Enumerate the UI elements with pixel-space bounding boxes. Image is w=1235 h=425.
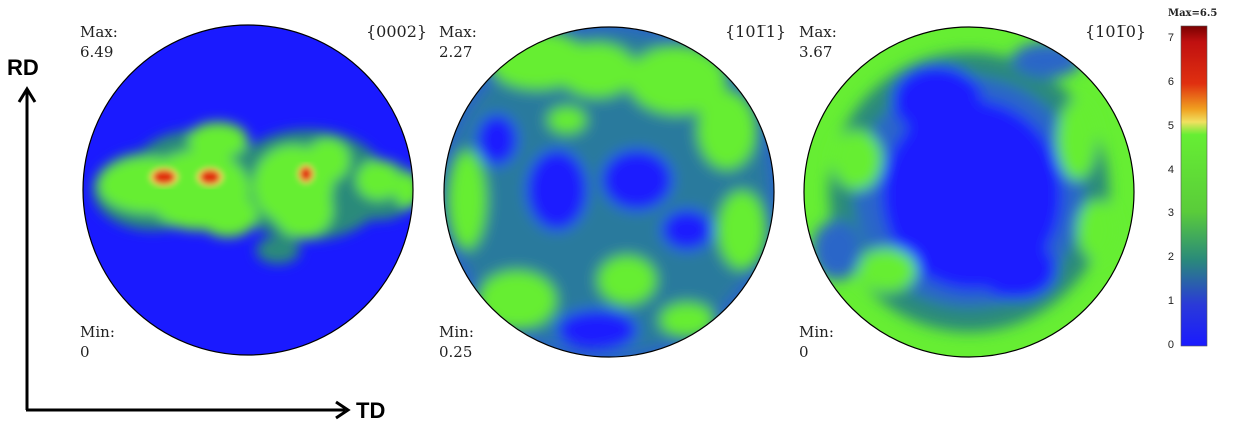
pole-figure-0002-plot bbox=[82, 24, 414, 356]
pole-figure-10-10: Max: 3.67 Min: 0 {101̅0} bbox=[797, 0, 1157, 425]
colorbar: Max=6.5 0 1 2 3 4 5 6 7 bbox=[1160, 8, 1235, 358]
colorbar-tick-label: 2 bbox=[1167, 251, 1174, 264]
pf1-plane-label: {0002} bbox=[366, 22, 428, 41]
td-arrowhead bbox=[335, 400, 351, 420]
pf3-min-value: 0 bbox=[799, 343, 809, 361]
pf1-min-value: 0 bbox=[80, 343, 90, 361]
pole-figure-10-11-plot bbox=[443, 26, 775, 358]
pf3-min-label: Min: bbox=[799, 323, 834, 341]
colorbar-gradient bbox=[1180, 25, 1208, 347]
rd-axis-label: RD bbox=[7, 55, 39, 80]
colorbar-tick-label: 7 bbox=[1167, 32, 1174, 45]
td-axis-label: TD bbox=[356, 398, 386, 423]
pole-figure-10-10-plot bbox=[803, 26, 1135, 358]
pf2-max-label: Max: bbox=[439, 23, 477, 41]
colorbar-scale bbox=[1180, 25, 1208, 347]
pf1-max-value: 6.49 bbox=[80, 43, 114, 61]
colorbar-tick-label: 5 bbox=[1167, 119, 1174, 132]
pf1-peaks bbox=[149, 164, 315, 187]
pf2-plane-label: {101̅1} bbox=[725, 22, 787, 41]
pf1-outline bbox=[82, 24, 414, 356]
pf3-max-value: 3.67 bbox=[799, 43, 833, 61]
colorbar-max-label: Max=6.5 bbox=[1168, 8, 1218, 19]
pole-figure-0002: Max: 6.49 Min: 0 {0002} bbox=[78, 0, 438, 425]
pf2-outline bbox=[443, 26, 775, 358]
colorbar-tick-label: 3 bbox=[1167, 207, 1174, 220]
pf2-min-value: 0.25 bbox=[439, 343, 473, 361]
pf1-max-label: Max: bbox=[80, 23, 118, 41]
pf2-min-label: Min: bbox=[439, 323, 474, 341]
pf3-plane-label: {101̅0} bbox=[1085, 22, 1147, 41]
pole-figure-10-11: Max: 2.27 Min: 0.25 {101̅1} bbox=[437, 0, 797, 425]
colorbar-tick-label: 1 bbox=[1167, 295, 1174, 308]
pf3-texture bbox=[812, 42, 1117, 332]
colorbar-tick-label: 6 bbox=[1167, 75, 1174, 88]
colorbar-tick-label: 0 bbox=[1167, 339, 1174, 351]
pf1-min-label: Min: bbox=[80, 323, 115, 341]
colorbar-tick-label: 4 bbox=[1167, 163, 1174, 176]
pf3-outline bbox=[803, 26, 1135, 358]
pf3-max-label: Max: bbox=[799, 23, 837, 41]
pf2-max-value: 2.27 bbox=[439, 43, 473, 61]
pf2-texture bbox=[447, 30, 769, 352]
rd-arrowhead bbox=[17, 86, 37, 103]
